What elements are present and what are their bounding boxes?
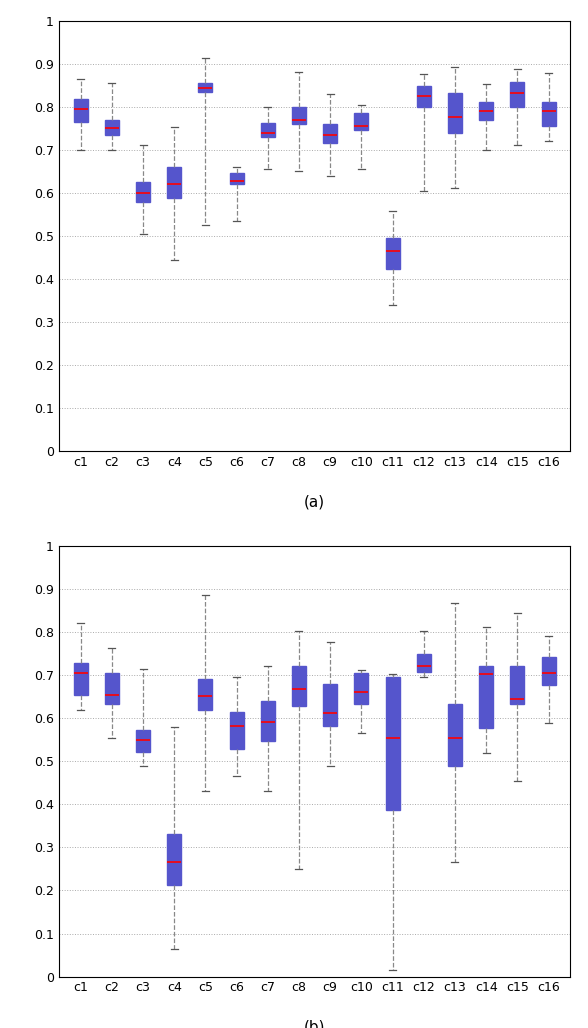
PathPatch shape xyxy=(542,102,556,126)
PathPatch shape xyxy=(260,701,275,740)
PathPatch shape xyxy=(417,86,431,107)
Text: (b): (b) xyxy=(304,1020,325,1028)
PathPatch shape xyxy=(105,120,119,135)
PathPatch shape xyxy=(510,666,524,704)
PathPatch shape xyxy=(167,834,181,885)
PathPatch shape xyxy=(448,93,462,133)
PathPatch shape xyxy=(323,124,337,143)
PathPatch shape xyxy=(479,102,493,120)
PathPatch shape xyxy=(448,704,462,767)
PathPatch shape xyxy=(386,677,400,809)
PathPatch shape xyxy=(198,83,212,91)
PathPatch shape xyxy=(229,174,243,184)
PathPatch shape xyxy=(386,238,400,269)
PathPatch shape xyxy=(292,666,306,706)
PathPatch shape xyxy=(229,711,243,749)
PathPatch shape xyxy=(292,107,306,124)
PathPatch shape xyxy=(323,684,337,726)
PathPatch shape xyxy=(510,81,524,107)
PathPatch shape xyxy=(74,99,88,121)
PathPatch shape xyxy=(74,663,88,695)
PathPatch shape xyxy=(260,123,275,137)
PathPatch shape xyxy=(417,655,431,671)
Text: (a): (a) xyxy=(304,494,325,509)
PathPatch shape xyxy=(167,167,181,198)
PathPatch shape xyxy=(198,680,212,710)
PathPatch shape xyxy=(355,673,369,704)
PathPatch shape xyxy=(542,657,556,685)
PathPatch shape xyxy=(136,182,150,203)
PathPatch shape xyxy=(479,666,493,728)
PathPatch shape xyxy=(105,673,119,704)
PathPatch shape xyxy=(136,730,150,751)
PathPatch shape xyxy=(355,113,369,131)
